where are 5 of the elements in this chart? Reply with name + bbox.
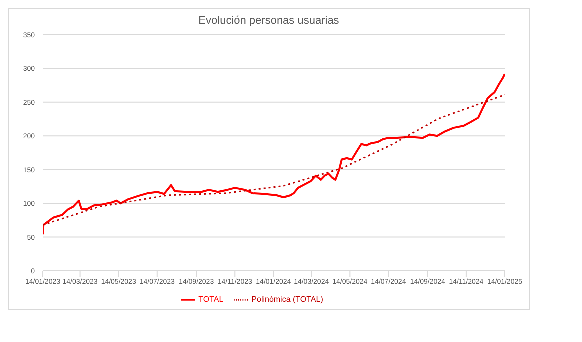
line-series xyxy=(43,73,505,236)
chart-title: Evolución personas usuarias xyxy=(198,15,340,27)
line-series xyxy=(43,94,505,226)
legend-label: Polinómica (TOTAL) xyxy=(252,295,324,304)
legend-label: TOTAL xyxy=(198,295,224,304)
